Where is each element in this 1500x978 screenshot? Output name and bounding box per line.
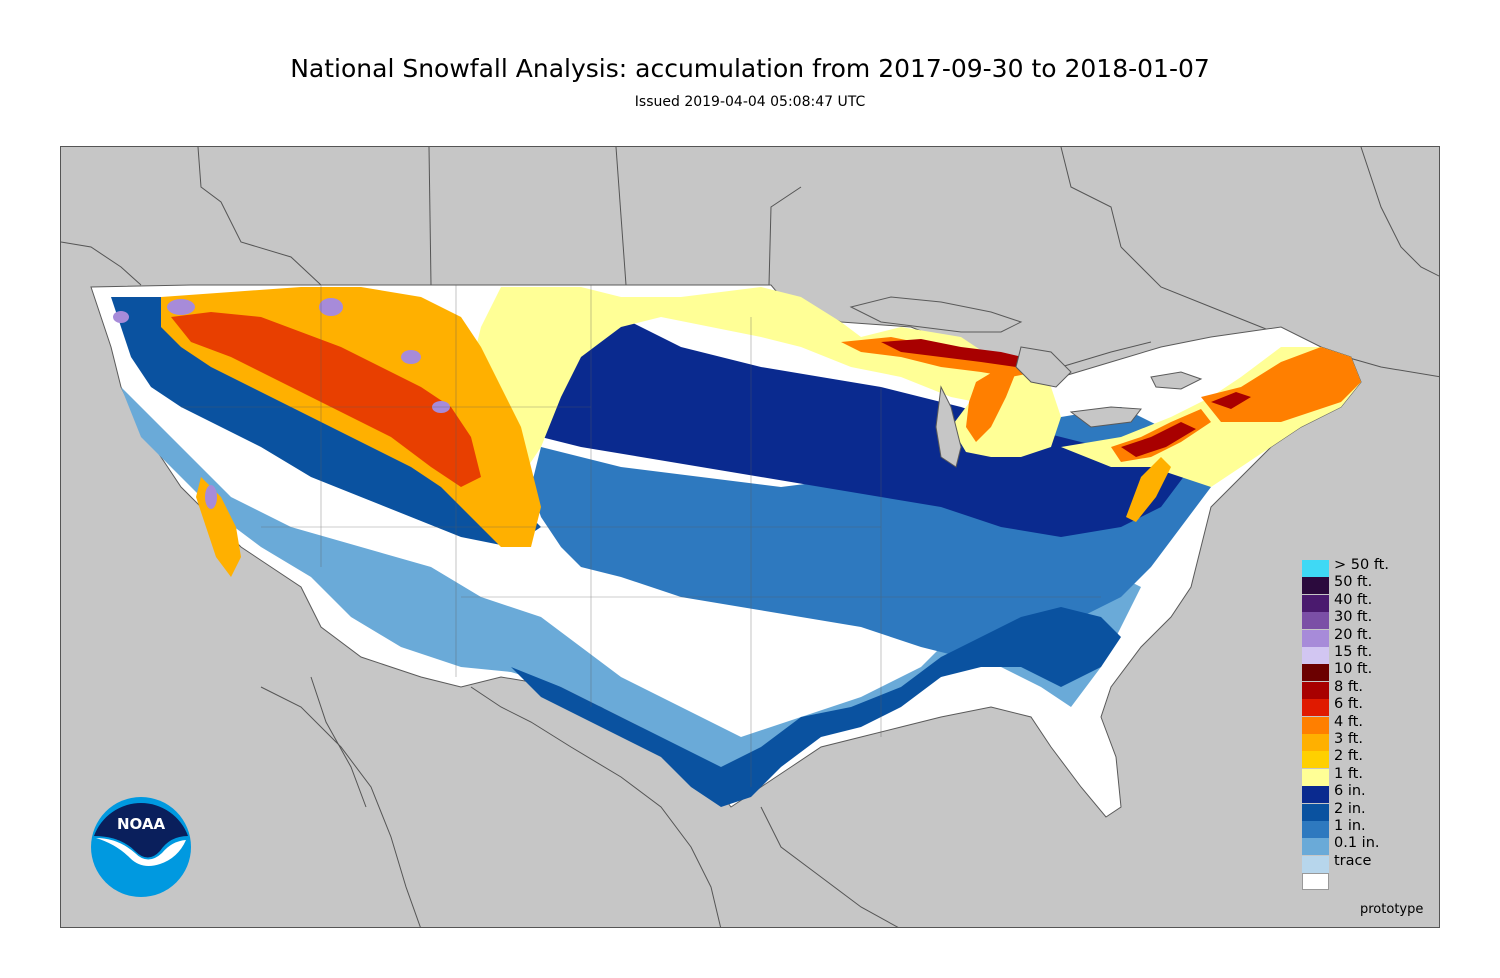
legend-swatch	[1302, 786, 1329, 804]
legend-swatch	[1302, 699, 1329, 717]
legend-swatch	[1302, 629, 1329, 647]
zone-orange-michigan	[966, 367, 1016, 442]
legend-item: 10 ft.	[1302, 661, 1422, 682]
noaa-logo-text: NOAA	[117, 815, 166, 833]
legend-item: 40 ft.	[1302, 591, 1422, 612]
legend-label: 3 ft.	[1334, 731, 1363, 747]
legend-item: 0.1 in.	[1302, 835, 1422, 856]
legend-label: 1 ft.	[1334, 765, 1363, 782]
zone-darkred-superior	[881, 339, 1031, 367]
legend-label: 6 in.	[1334, 783, 1366, 800]
legend-label: 4 ft.	[1334, 713, 1363, 730]
zone-mid-blue-south	[511, 607, 1121, 807]
legend-item: 6 in.	[1302, 783, 1422, 804]
legend-item	[1302, 873, 1422, 891]
legend-swatch	[1302, 838, 1329, 856]
issued-timestamp: Issued 2019-04-04 05:08:47 UTC	[634, 94, 866, 110]
zone-lavender-peaks	[113, 298, 450, 509]
legend-item: 8 ft.	[1302, 678, 1422, 699]
legend-label: 30 ft.	[1334, 609, 1373, 626]
legend-item: trace	[1302, 852, 1422, 873]
legend-swatch	[1302, 612, 1329, 630]
zone-orange-newengland	[1201, 347, 1361, 422]
legend-swatch	[1302, 768, 1329, 786]
legend-item: 1 ft.	[1302, 765, 1422, 786]
legend-label: 0.1 in.	[1334, 835, 1380, 852]
legend-swatch	[1302, 734, 1329, 751]
map-canvas	[61, 147, 1439, 927]
legend-item: 3 ft.	[1302, 731, 1422, 751]
zone-yellow-north	[471, 287, 1021, 477]
zone-darkred-tug	[1211, 392, 1251, 409]
legend-swatch	[1302, 594, 1329, 612]
legend-label: 40 ft.	[1334, 591, 1373, 608]
legend-label: 2 ft.	[1334, 748, 1363, 765]
state-borders	[181, 285, 1101, 787]
legend-item: 6 ft.	[1302, 696, 1422, 717]
legend-label: trace	[1334, 852, 1372, 869]
legend-item: 1 in.	[1302, 818, 1422, 838]
zone-red-rockies	[171, 312, 481, 487]
legend-label: > 50 ft.	[1334, 557, 1389, 573]
zone-orange-greatlakes	[841, 337, 1036, 377]
legend-swatch	[1302, 803, 1329, 821]
legend-item: 4 ft.	[1302, 713, 1422, 734]
legend-item: 2 in.	[1302, 800, 1422, 821]
legend-label: 8 ft.	[1334, 678, 1363, 695]
great-lakes	[849, 296, 1203, 468]
legend-swatch	[1302, 681, 1329, 699]
legend-swatch	[1302, 577, 1329, 595]
legend-label: 2 in.	[1334, 800, 1366, 817]
legend-swatch	[1302, 716, 1329, 734]
legend-label: 6 ft.	[1334, 696, 1363, 713]
map-title: National Snowfall Analysis: accumulation…	[290, 54, 1210, 83]
legend-label: 1 in.	[1334, 818, 1366, 834]
legend-item: 50 ft.	[1302, 574, 1422, 595]
legend-item: 2 ft.	[1302, 748, 1422, 769]
legend-swatch	[1302, 873, 1329, 891]
legend-swatch	[1302, 647, 1329, 664]
legend-swatch	[1302, 751, 1329, 769]
noaa-logo: NOAA	[91, 797, 191, 897]
zone-darkred-ontario	[1121, 422, 1196, 457]
legend-label: 20 ft.	[1334, 626, 1373, 643]
legend-label: 50 ft.	[1334, 574, 1373, 591]
legend-item: > 50 ft.	[1302, 557, 1422, 577]
zone-orange-appalachian	[1126, 457, 1171, 522]
legend-label: 15 ft.	[1334, 644, 1373, 660]
legend-swatch	[1302, 560, 1329, 577]
snowfall-map[interactable]	[60, 146, 1440, 928]
legend-item: 20 ft.	[1302, 626, 1422, 647]
legend-swatch	[1302, 855, 1329, 873]
legend-swatch	[1302, 664, 1329, 682]
zone-dark-blue	[531, 287, 1191, 537]
prototype-label: prototype	[1360, 902, 1424, 917]
legend-item: 15 ft.	[1302, 644, 1422, 664]
zone-light-blue	[121, 387, 1141, 787]
legend-label: 10 ft.	[1334, 661, 1373, 678]
legend-item: 30 ft.	[1302, 609, 1422, 630]
legend-swatch	[1302, 821, 1329, 838]
